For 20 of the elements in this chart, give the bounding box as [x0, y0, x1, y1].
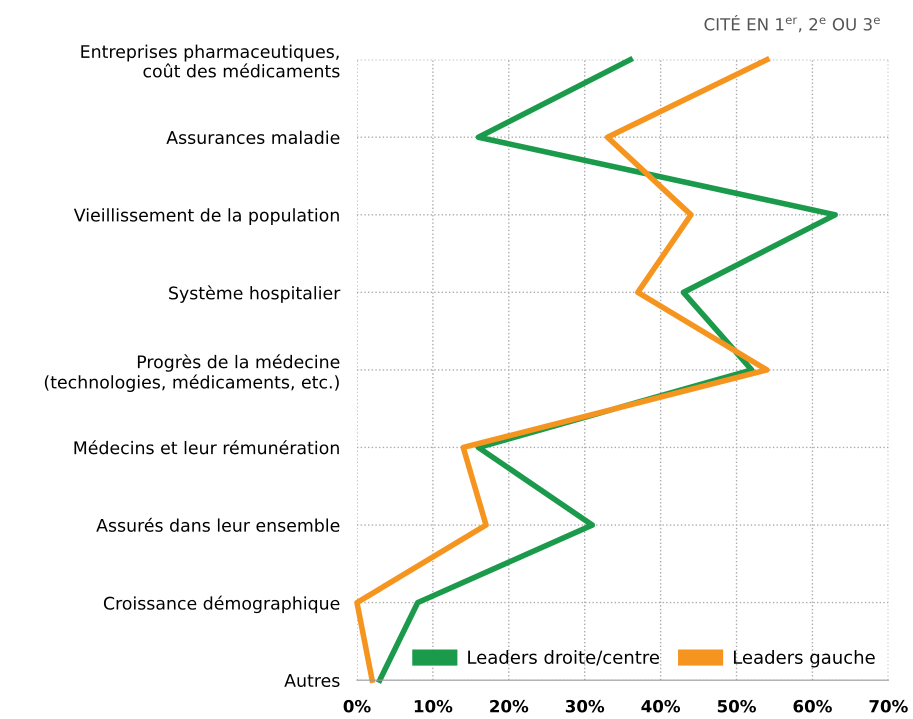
- y-tick-label: Assurés dans leur ensemble: [96, 518, 340, 532]
- y-tick-label: Assurances maladie: [166, 130, 340, 144]
- x-tick-label: 70%: [870, 700, 908, 713]
- y-tick-label: Progrès de la médecine (technologies, médicaments, etc.): [44, 354, 340, 392]
- legend-label: Leaders gauche: [734, 650, 875, 668]
- y-tick-label: Vieillissement de la population: [74, 208, 339, 226]
- x-tick-label: 40%: [641, 700, 680, 713]
- x-tick-label: 50%: [718, 700, 756, 713]
- y-tick-label: Médecins et leur rémunération: [74, 440, 339, 454]
- y-tick-label: Entreprises pharmaceutiques, coût des médicaments: [81, 44, 340, 78]
- x-tick-label: 0%: [344, 700, 371, 713]
- legend-label: Leaders droite/centre: [468, 650, 660, 666]
- x-tick-label: 20%: [490, 700, 528, 713]
- y-tick-label: Autres: [284, 674, 340, 688]
- x-tick-label: 30%: [566, 700, 604, 713]
- y-tick-label: Croissance démographique: [104, 596, 340, 614]
- x-tick-label: 10%: [414, 700, 452, 713]
- x-tick-label: 60%: [794, 700, 832, 713]
- y-tick-label: Système hospitalier: [169, 285, 340, 303]
- chart-subtitle: CITÉ EN 1$^{er}$, 2$^{e}$ OU 3$^{e}$: [704, 14, 880, 32]
